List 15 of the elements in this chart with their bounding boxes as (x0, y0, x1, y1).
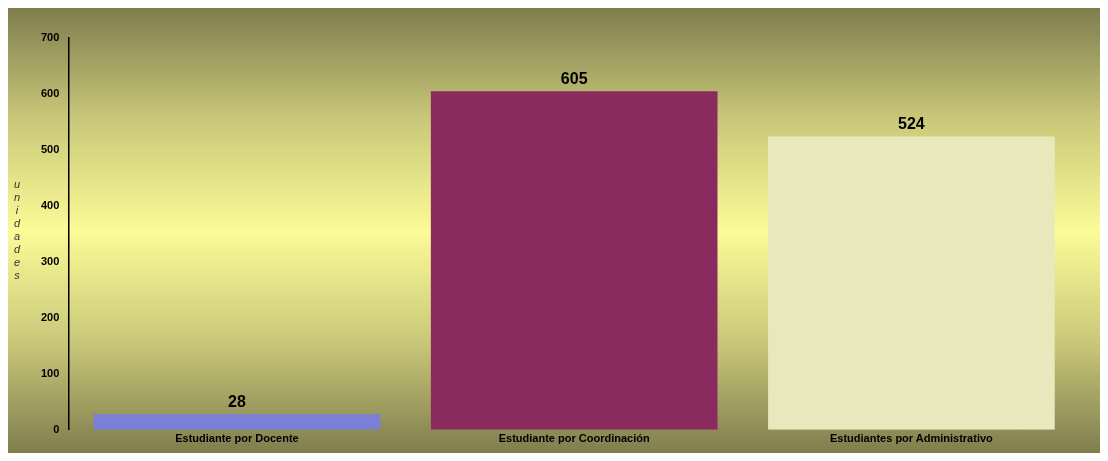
x-tick-label: Estudiante por Coordinación (498, 432, 650, 445)
y-tick-label: 300 (40, 254, 60, 267)
y-tick-label: 400 (40, 198, 60, 211)
y-tick-label: 700 (40, 31, 60, 44)
y-tick-label: 200 (40, 310, 60, 323)
data-label: 605 (560, 69, 588, 87)
x-tick-label: Estudiante por Docente (175, 432, 299, 445)
data-label: 524 (898, 114, 925, 132)
y-axis-title: unidades (14, 178, 21, 282)
y-tick-label: 500 (40, 142, 60, 155)
y-tick-label: 600 (40, 87, 60, 99)
y-tick-label: 100 (40, 366, 60, 379)
x-tick-label: Estudiantes por Administrativo (829, 432, 994, 445)
data-label: 28 (228, 392, 246, 410)
y-tick-label: 0 (53, 422, 60, 435)
